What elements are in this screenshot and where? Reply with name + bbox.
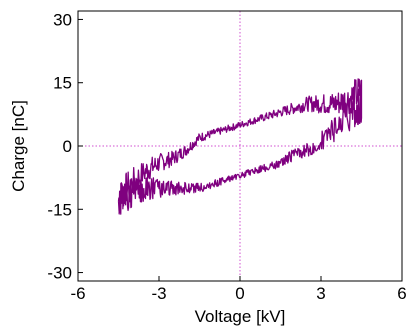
- series-line-0: [117, 78, 363, 215]
- y-tick-label: 0: [63, 137, 72, 156]
- x-tick-label: 3: [316, 284, 325, 303]
- reference-lines: [78, 11, 402, 281]
- y-tick-label: -15: [47, 200, 72, 219]
- y-tick-label: 30: [53, 10, 72, 29]
- series-layer: [117, 78, 363, 215]
- x-tick-label: 6: [397, 284, 406, 303]
- y-axis-title: Charge [nC]: [9, 100, 28, 192]
- x-tick-label: 0: [235, 284, 244, 303]
- x-tick-label: -3: [151, 284, 166, 303]
- x-axis-title: Voltage [kV]: [195, 307, 286, 326]
- y-tick-label: 15: [53, 74, 72, 93]
- x-tick-label: -6: [70, 284, 85, 303]
- y-tick-label: -30: [47, 264, 72, 283]
